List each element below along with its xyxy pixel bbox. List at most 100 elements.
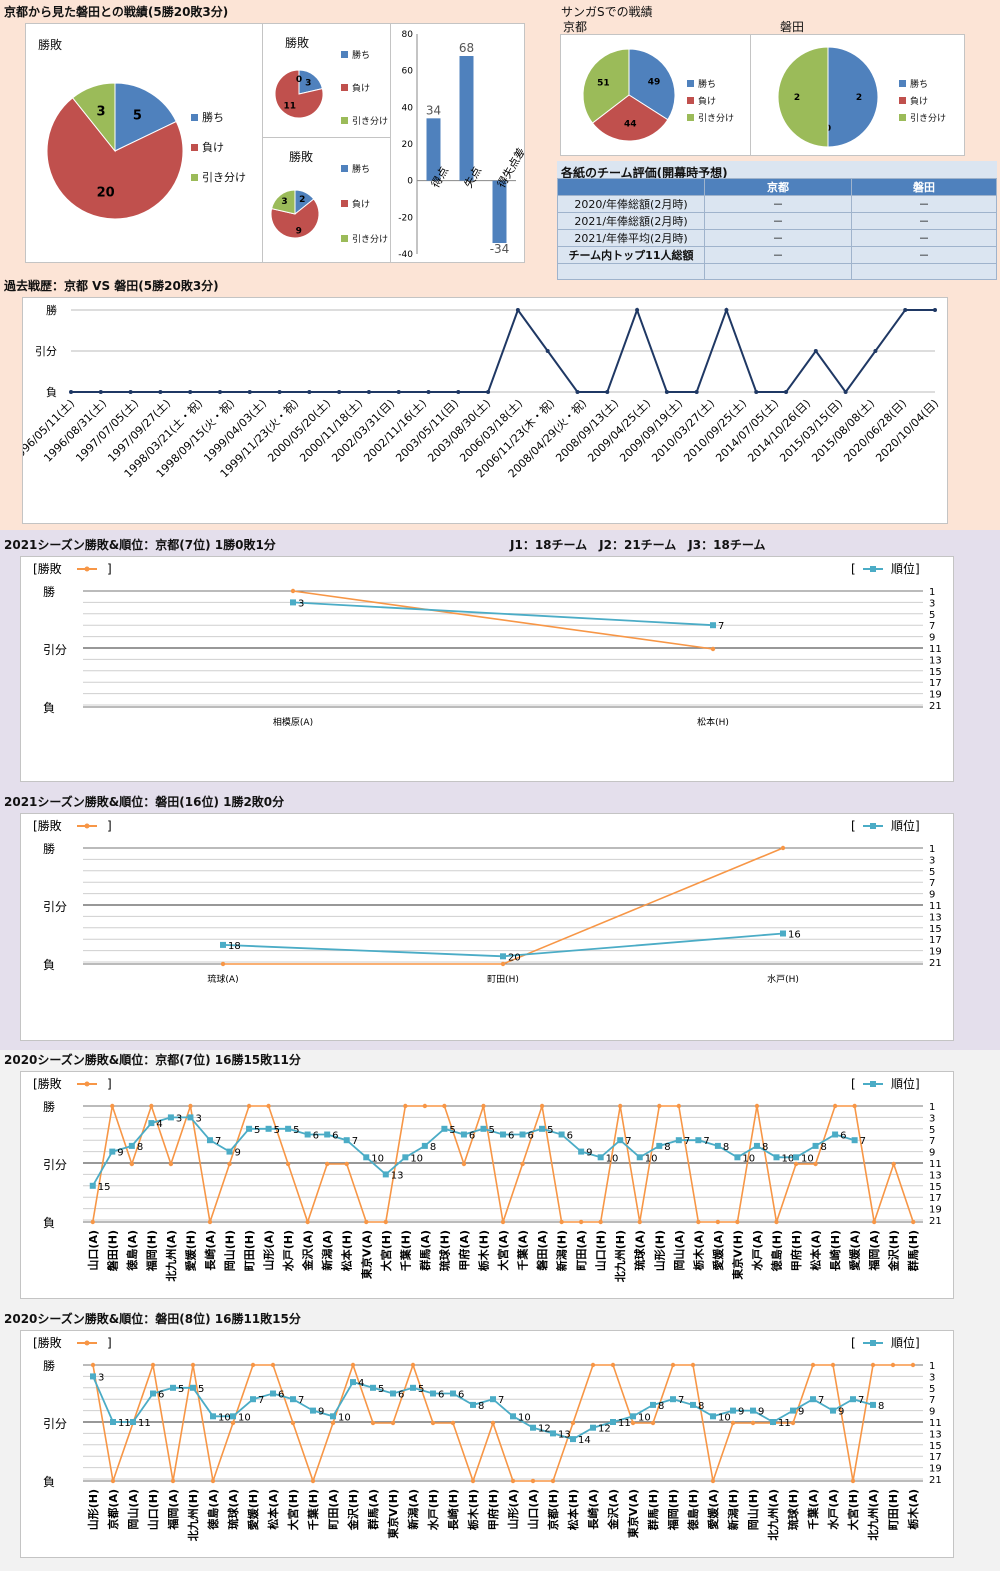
- result-point: [852, 1103, 857, 1109]
- result-point: [450, 1420, 456, 1426]
- rank-value-label: 9: [235, 1148, 241, 1159]
- rank-value-label: 11: [138, 1418, 151, 1429]
- rank-tick-label: 17: [929, 678, 942, 689]
- season1-box: [勝敗][順位] 1 3 5 7 9 11 13 15 17 19 21 勝引分負 18 20 16 琉球(A)…: [20, 813, 954, 1041]
- season-category-label: 新潟(A): [406, 1489, 420, 1530]
- svg-text:[: [: [851, 819, 856, 833]
- season-category-label: 福岡(H): [666, 1489, 680, 1531]
- season-category-label: 新潟(H): [555, 1230, 569, 1271]
- result-point: [403, 1103, 408, 1109]
- result-axis-label: 勝: [43, 841, 55, 856]
- top-title: 京都から見た磐田との戦績(5勝20敗3分): [4, 5, 229, 19]
- rank-line: [292, 601, 714, 627]
- result-axis-label: 引分: [43, 1417, 67, 1431]
- season-category-label: 千葉(H): [306, 1489, 320, 1530]
- season-category-label: 岡山(A): [126, 1489, 140, 1530]
- rank-value-label: 8: [762, 1142, 768, 1153]
- rank-point: [90, 1373, 96, 1380]
- rank-value-label: 3: [98, 1372, 104, 1383]
- result-point: [891, 1161, 896, 1167]
- rank-point: [441, 1125, 448, 1132]
- rank-point: [578, 1148, 585, 1155]
- season-category-label: 京都(A): [106, 1489, 120, 1530]
- rank-point: [650, 1401, 656, 1408]
- result-point: [364, 1219, 369, 1225]
- rank-value-label: 5: [449, 1125, 455, 1136]
- pie-main: 5 20 3: [46, 82, 184, 220]
- rank-tick-label: 11: [929, 644, 942, 655]
- eval-row: [557, 263, 997, 280]
- rank-point: [250, 1396, 256, 1403]
- result-point: [790, 1420, 796, 1426]
- season-category-label: 磐田(A): [535, 1230, 549, 1271]
- history-box: 勝引分負 1996/05/11(土) 1996/08/31(土) 1997/07/05…: [9, 297, 948, 524]
- rank-point: [714, 1142, 721, 1149]
- history-point: [486, 390, 491, 394]
- rank-tick-label: 7: [929, 878, 935, 889]
- history-point: [843, 390, 848, 394]
- history-point: [575, 390, 580, 394]
- season-category-label: 群馬(H): [906, 1230, 920, 1272]
- rank-tick-label: 7: [929, 621, 935, 632]
- pie-value-label: 2: [794, 93, 800, 103]
- season-category-label: 群馬(H): [646, 1489, 660, 1531]
- season-category-label: 新潟(A): [320, 1230, 334, 1271]
- rank-point: [510, 1413, 516, 1420]
- rank-value-label: 6: [469, 1131, 475, 1142]
- rank-point: [500, 1131, 506, 1138]
- rank-value-label: 7: [625, 1136, 631, 1147]
- result-point: [470, 1478, 476, 1484]
- svg-text:]: ]: [107, 819, 112, 833]
- result-point: [539, 1103, 545, 1109]
- season-category-label: 山形(A): [262, 1230, 276, 1271]
- season-category-label: 千葉(A): [516, 1230, 530, 1271]
- rank-point: [382, 1171, 389, 1178]
- rank-value-label: 4: [156, 1119, 162, 1130]
- rank-value-label: 16: [788, 930, 801, 941]
- rank-point: [206, 1137, 213, 1144]
- history-point: [456, 390, 461, 394]
- rank-value-label: 5: [378, 1384, 384, 1395]
- rank-point: [324, 1131, 331, 1138]
- rank-value-label: 6: [438, 1390, 444, 1401]
- eval-header-0: [557, 178, 705, 196]
- rank-value-label: 10: [410, 1153, 423, 1164]
- rank-value-label: 10: [781, 1153, 794, 1164]
- rank-value-label: 5: [274, 1125, 280, 1136]
- rank-value-label: 8: [821, 1142, 827, 1153]
- result-point: [810, 1362, 816, 1368]
- result-point: [500, 1219, 506, 1225]
- result-point: [715, 1219, 721, 1225]
- pie-slice: [582, 48, 630, 124]
- pie-value-label: 49: [648, 77, 661, 87]
- season-category-label: 町田(H): [243, 1230, 256, 1271]
- result-point: [890, 1362, 896, 1368]
- result-point: [570, 1420, 576, 1426]
- result-point: [696, 1219, 701, 1225]
- rank-point: [832, 1131, 839, 1138]
- season-category-label: 長崎(H): [446, 1489, 460, 1530]
- goals-value-label: 68: [459, 41, 474, 55]
- sanga-pie-iwata: 202: [777, 46, 879, 148]
- rank-point: [187, 1114, 194, 1121]
- rank-point: [812, 1142, 819, 1149]
- goals-tick-label: 40: [402, 103, 414, 113]
- rank-tick-label: 17: [929, 1193, 942, 1204]
- season-category-label: 長崎(H): [828, 1230, 842, 1271]
- rank-point: [558, 1131, 565, 1138]
- rank-tick-label: 13: [929, 1429, 942, 1440]
- rank-point: [128, 1142, 135, 1149]
- result-point: [390, 1420, 396, 1426]
- season-category-label: 北九州(A): [866, 1489, 880, 1541]
- result-point: [290, 588, 296, 594]
- svg-text:]: ]: [107, 1077, 112, 1091]
- result-point: [710, 646, 716, 652]
- rank-point: [617, 1137, 624, 1144]
- result-axis-label: 勝: [43, 1099, 55, 1114]
- rank-point: [550, 1430, 556, 1437]
- rank-point: [110, 1419, 116, 1425]
- rank-point: [480, 1125, 487, 1132]
- season-category-label: 福岡(A): [166, 1489, 180, 1531]
- rank-tick-label: 7: [929, 1395, 935, 1406]
